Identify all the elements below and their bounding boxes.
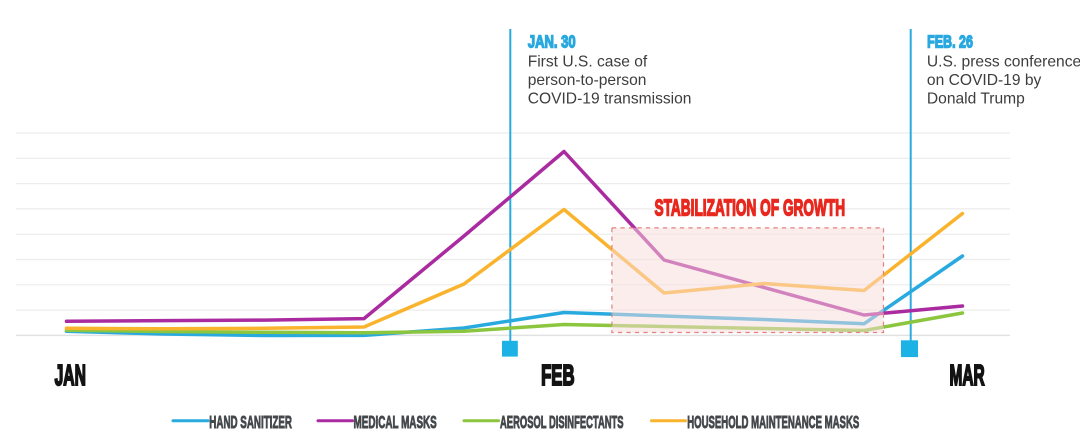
svg-text:JAN. 30: JAN. 30 [528,33,576,52]
svg-text:HAND SANITIZER: HAND SANITIZER [209,413,292,433]
svg-text:First U.S. case of: First U.S. case of [528,53,648,70]
svg-text:FEB. 26: FEB. 26 [927,32,973,52]
svg-text:FEB: FEB [541,360,574,392]
svg-text:person-to-person: person-to-person [528,72,647,89]
svg-text:COVID-19 transmission: COVID-19 transmission [528,91,692,108]
svg-text:MAR: MAR [950,359,985,391]
svg-text:Donald Trump: Donald Trump [927,91,1025,108]
svg-text:on COVID-19 by: on COVID-19 by [927,72,1042,89]
svg-text:JAN: JAN [55,359,86,391]
svg-text:STABILIZATION OF GROWTH: STABILIZATION OF GROWTH [655,196,846,222]
svg-text:HOUSEHOLD MAINTENANCE MASKS: HOUSEHOLD MAINTENANCE MASKS [687,412,859,432]
svg-text:U.S. press conference: U.S. press conference [927,53,1080,70]
svg-text:AEROSOL DISINFECTANTS: AEROSOL DISINFECTANTS [500,412,624,432]
svg-text:MEDICAL MASKS: MEDICAL MASKS [354,413,437,433]
